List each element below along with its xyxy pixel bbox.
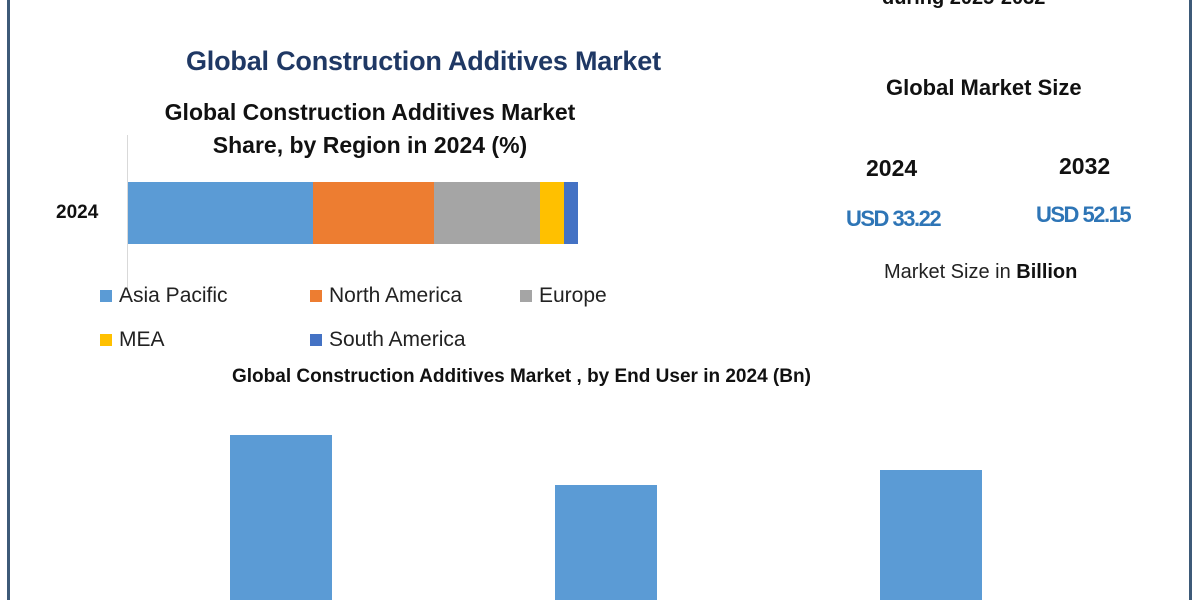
market-size-note-unit: Billion: [1016, 261, 1078, 283]
legend-label: South America: [329, 328, 466, 351]
left-frame-border: [7, 0, 10, 600]
bar-segment-asia-pacific: [128, 182, 313, 244]
legend-label: Asia Pacific: [119, 284, 228, 307]
end-user-bar: [880, 469, 982, 600]
market-size-year-start: 2024: [866, 155, 918, 181]
legend-swatch-icon: [100, 334, 112, 346]
market-size-value-start: USD 33.22: [846, 206, 942, 231]
region-stacked-bar: [128, 182, 578, 244]
legend-item: MEA: [100, 328, 165, 352]
end-user-bar: [555, 484, 657, 600]
legend-swatch-icon: [310, 290, 322, 302]
region-chart-title: Global Construction Additives Market Sha…: [130, 96, 610, 162]
legend-item: Asia Pacific: [100, 284, 228, 308]
bar-segment-south-america: [563, 182, 578, 244]
cagr-cutoff-text: during 2025-2032: [882, 0, 1045, 10]
market-size-unit-note: Market Size in Billion: [884, 261, 1077, 284]
legend-item: Europe: [520, 284, 607, 308]
bar-segment-mea: [539, 182, 564, 244]
end-user-bar: [230, 435, 332, 600]
region-chart-axis: [127, 135, 128, 291]
region-chart-title-line2: Share, by Region in 2024 (%): [212, 132, 528, 158]
region-chart-category-label: 2024: [56, 202, 99, 223]
page-title: Global Construction Additives Market: [186, 46, 661, 76]
legend-label: North America: [329, 284, 463, 307]
legend-label: Europe: [539, 284, 607, 307]
market-size-value-end: USD 52.15: [1036, 202, 1132, 227]
legend-swatch-icon: [520, 290, 532, 302]
legend-swatch-icon: [310, 334, 322, 346]
market-size-year-end: 2032: [1059, 153, 1111, 179]
region-chart-title-line1: Global Construction Additives Market: [164, 99, 576, 125]
legend-label: MEA: [119, 328, 165, 351]
end-user-chart-title: Global Construction Additives Market , b…: [232, 366, 811, 387]
right-frame-border: [1189, 0, 1192, 600]
legend-item: North America: [310, 284, 462, 308]
market-size-title: Global Market Size: [886, 75, 1082, 100]
legend-swatch-icon: [100, 290, 112, 302]
bar-segment-europe: [434, 182, 540, 244]
legend-item: South America: [310, 328, 466, 352]
bar-segment-north-america: [312, 182, 434, 244]
market-size-note-prefix: Market Size in: [884, 261, 1017, 283]
